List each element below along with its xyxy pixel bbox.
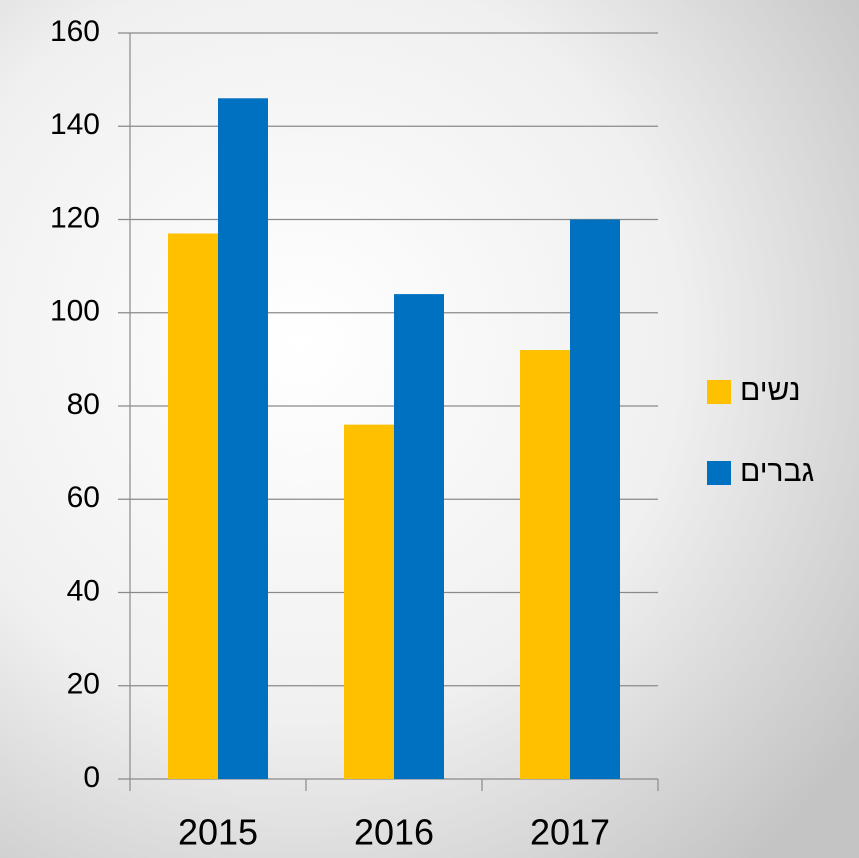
x-tick-label: 2017 — [530, 812, 610, 853]
legend-swatch — [707, 380, 731, 404]
legend-label: גברים — [740, 455, 814, 488]
bar — [168, 233, 218, 780]
y-tick-label: 40 — [67, 574, 100, 607]
y-tick-label: 160 — [50, 15, 100, 48]
bar — [394, 294, 444, 779]
bar — [218, 98, 268, 779]
bar — [344, 424, 394, 779]
y-tick-label: 100 — [50, 295, 100, 328]
bar — [520, 350, 570, 779]
y-tick-label: 20 — [67, 668, 100, 701]
y-tick-label: 60 — [67, 481, 100, 514]
y-tick-label: 0 — [83, 761, 100, 794]
y-tick-label: 140 — [50, 108, 100, 141]
legend-label: נשים — [740, 374, 801, 407]
y-tick-label: 80 — [67, 388, 100, 421]
bar — [570, 219, 620, 779]
x-tick-label: 2016 — [354, 812, 434, 853]
x-tick-label: 2015 — [178, 812, 258, 853]
y-tick-label: 120 — [50, 201, 100, 234]
legend-swatch — [707, 461, 731, 485]
